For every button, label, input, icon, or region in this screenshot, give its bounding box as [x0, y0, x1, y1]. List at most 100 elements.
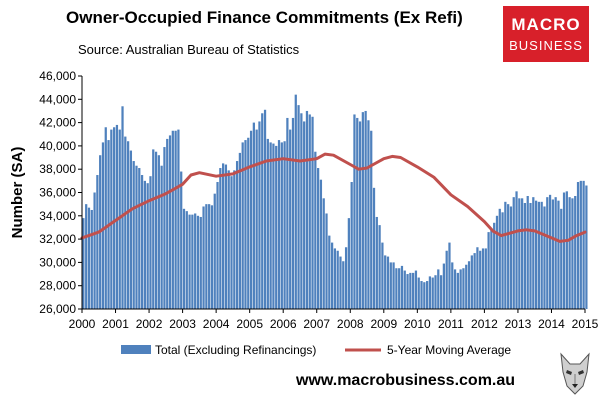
bar: [227, 170, 230, 309]
bar: [437, 269, 440, 309]
bar: [168, 135, 172, 309]
logo-line-1: MACRO: [511, 15, 581, 34]
website-url: www.macrobusiness.com.au: [296, 372, 516, 389]
bar: [370, 130, 373, 309]
y-tick-label: 42,000: [39, 116, 76, 130]
bar: [266, 138, 269, 309]
bar: [386, 256, 390, 309]
bar: [439, 275, 443, 309]
bar: [191, 214, 194, 309]
bar: [177, 129, 180, 309]
bar: [453, 269, 457, 309]
bar: [96, 175, 99, 309]
bar: [344, 247, 348, 309]
legend-bar-swatch: [121, 345, 151, 354]
y-tick-label: 36,000: [39, 186, 76, 200]
bar: [479, 250, 482, 309]
bar: [252, 122, 255, 309]
bar: [375, 216, 378, 309]
x-tick-label: 2006: [270, 317, 297, 331]
bar: [582, 180, 585, 309]
bar: [336, 250, 339, 309]
bar: [238, 152, 242, 309]
bar: [322, 198, 325, 309]
macrobusiness-logo: MACRO BUSINESS: [503, 6, 589, 62]
bar: [249, 130, 253, 309]
y-tick-label: 44,000: [39, 92, 76, 106]
bar: [412, 272, 415, 309]
bar: [540, 201, 543, 309]
bar: [409, 272, 412, 309]
bar: [261, 113, 264, 309]
bar: [194, 213, 197, 309]
bar: [104, 127, 107, 309]
x-tick-label: 2010: [404, 317, 431, 331]
bar: [342, 261, 345, 309]
bar: [291, 117, 295, 309]
x-tick-label: 2014: [538, 317, 565, 331]
x-tick-label: 2002: [136, 317, 163, 331]
bar: [554, 197, 557, 309]
bar: [314, 151, 317, 309]
bar: [101, 142, 105, 309]
y-axis-title: Number (SA): [9, 147, 26, 239]
x-tick-label: 2005: [236, 317, 263, 331]
bar: [451, 262, 454, 309]
bar: [269, 142, 272, 309]
bar: [85, 204, 88, 309]
bar: [557, 200, 560, 309]
x-tick-label: 2007: [303, 317, 330, 331]
bar: [82, 218, 85, 309]
bar: [224, 164, 228, 309]
bar: [347, 218, 350, 309]
bar: [280, 142, 283, 309]
bar: [403, 270, 406, 309]
bar: [317, 168, 320, 309]
bar: [484, 248, 487, 309]
bar: [277, 140, 281, 309]
bar: [244, 140, 247, 309]
bar: [258, 121, 261, 309]
bar: [361, 112, 364, 310]
x-tick-label: 2004: [203, 317, 230, 331]
bar: [551, 199, 554, 309]
bar: [470, 255, 473, 309]
x-tick-label: 2011: [438, 317, 464, 331]
bar: [585, 185, 588, 309]
axes: 26,000 28,000 30,000 32,000 34,000 36,000 38,0…: [9, 69, 599, 331]
bar: [395, 268, 398, 309]
bar: [272, 143, 275, 309]
y-tick-label: 40,000: [39, 139, 76, 153]
bar: [481, 248, 485, 309]
legend: Total (Excluding Refinancings) 5-Year Mov…: [121, 343, 511, 357]
x-tick-label: 2003: [169, 317, 196, 331]
bar: [445, 250, 448, 309]
bar: [414, 270, 418, 309]
bar: [113, 127, 116, 309]
bar: [230, 176, 233, 309]
bar: [330, 242, 334, 309]
bar: [235, 161, 239, 309]
bar: [490, 229, 493, 309]
bar: [121, 106, 124, 309]
bar: [152, 149, 155, 309]
bar: [216, 182, 219, 309]
bar: [297, 105, 300, 310]
x-tick-label: 2000: [69, 317, 96, 331]
bar: [305, 110, 309, 309]
bar: [210, 205, 214, 309]
bar: [504, 201, 507, 309]
bar: [579, 180, 582, 309]
source-note: Source: Australian Bureau of Statistics: [78, 42, 300, 57]
bar: [532, 197, 535, 309]
x-tick-label: 2015: [572, 317, 599, 331]
bar: [367, 120, 370, 310]
bar: [428, 276, 432, 309]
bar: [308, 114, 311, 309]
bar: [546, 197, 549, 309]
bar: [185, 211, 188, 309]
bar: [93, 192, 96, 309]
bar: [294, 94, 297, 309]
bar: [568, 197, 571, 309]
